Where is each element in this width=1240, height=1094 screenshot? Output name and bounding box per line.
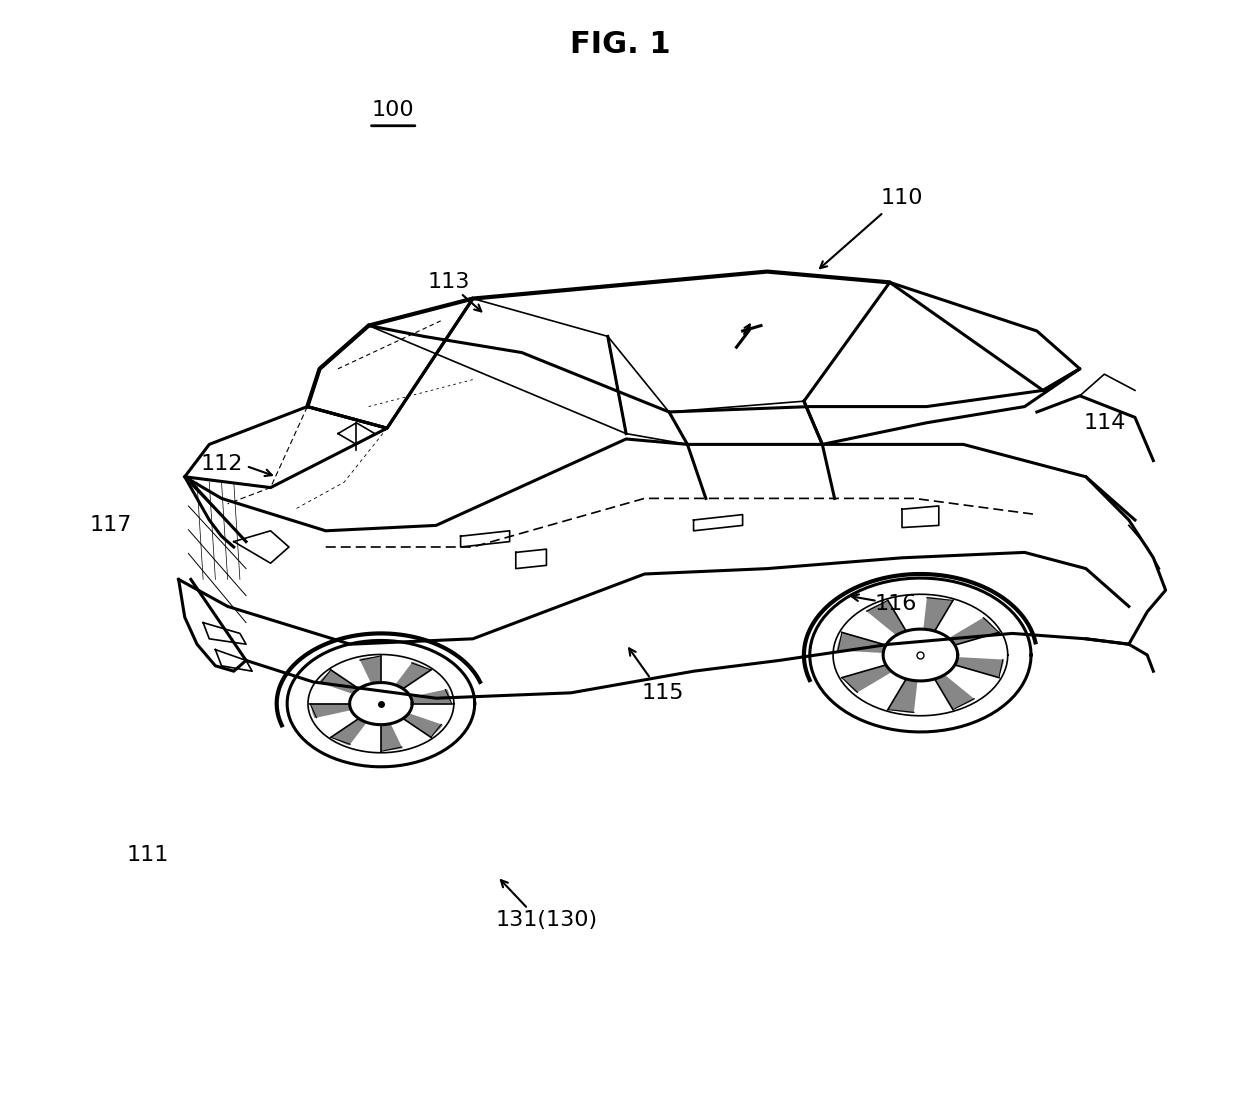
Text: 113: 113	[427, 272, 470, 292]
Text: 115: 115	[641, 683, 684, 702]
Polygon shape	[319, 671, 358, 694]
Text: 114: 114	[1083, 412, 1126, 433]
Polygon shape	[311, 703, 351, 718]
Text: 110: 110	[880, 188, 924, 208]
Polygon shape	[843, 665, 892, 693]
Text: 116: 116	[874, 594, 918, 614]
Polygon shape	[403, 713, 443, 737]
Text: 100: 100	[372, 101, 414, 120]
Polygon shape	[381, 723, 403, 750]
Polygon shape	[924, 597, 952, 631]
Polygon shape	[360, 656, 381, 684]
Polygon shape	[866, 601, 906, 636]
Text: 111: 111	[126, 845, 169, 865]
Text: 131(130): 131(130)	[495, 909, 598, 930]
Polygon shape	[888, 679, 918, 713]
Polygon shape	[955, 657, 1004, 677]
Polygon shape	[935, 675, 975, 709]
Polygon shape	[949, 617, 998, 645]
Text: FIG. 1: FIG. 1	[569, 31, 671, 59]
Polygon shape	[410, 689, 450, 703]
Polygon shape	[396, 662, 430, 689]
Polygon shape	[837, 632, 885, 653]
Polygon shape	[331, 719, 367, 745]
Text: 112: 112	[201, 454, 243, 474]
Text: 117: 117	[91, 515, 133, 535]
